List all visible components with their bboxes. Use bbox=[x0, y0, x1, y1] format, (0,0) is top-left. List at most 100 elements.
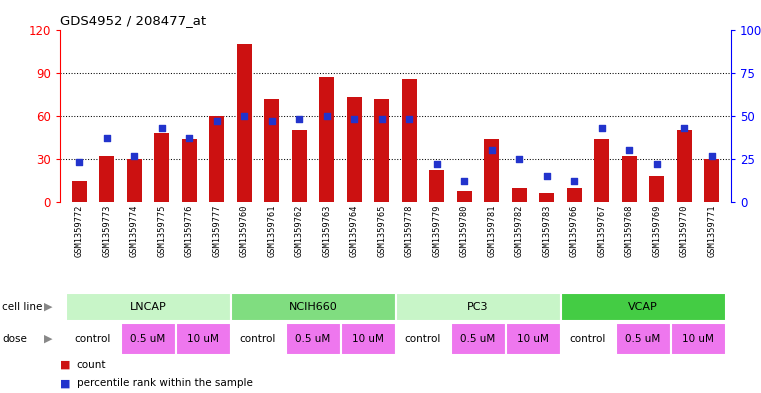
Text: VCAP: VCAP bbox=[628, 302, 658, 312]
Bar bbox=[209, 116, 224, 202]
Point bbox=[651, 161, 663, 167]
Bar bbox=[484, 139, 499, 202]
Bar bbox=[65, 323, 120, 355]
Text: GSM1359783: GSM1359783 bbox=[543, 205, 551, 257]
Point bbox=[568, 178, 581, 184]
Text: 10 uM: 10 uM bbox=[517, 334, 549, 344]
Point bbox=[486, 147, 498, 154]
Text: 0.5 uM: 0.5 uM bbox=[626, 334, 661, 344]
Point bbox=[376, 116, 388, 123]
Text: ▶: ▶ bbox=[44, 334, 53, 344]
Text: GSM1359762: GSM1359762 bbox=[295, 205, 304, 257]
Bar bbox=[616, 323, 670, 355]
Bar bbox=[451, 323, 505, 355]
Text: GSM1359769: GSM1359769 bbox=[652, 205, 661, 257]
Text: GSM1359768: GSM1359768 bbox=[625, 205, 634, 257]
Text: GSM1359780: GSM1359780 bbox=[460, 205, 469, 257]
Bar bbox=[72, 180, 87, 202]
Point bbox=[183, 135, 196, 141]
Bar bbox=[670, 323, 725, 355]
Bar bbox=[374, 99, 390, 202]
Bar bbox=[429, 171, 444, 202]
Text: GSM1359779: GSM1359779 bbox=[432, 205, 441, 257]
Text: control: control bbox=[570, 334, 607, 344]
Text: GSM1359773: GSM1359773 bbox=[102, 205, 111, 257]
Bar bbox=[677, 130, 692, 202]
Text: 10 uM: 10 uM bbox=[682, 334, 714, 344]
Point bbox=[596, 125, 608, 131]
Point bbox=[403, 116, 416, 123]
Text: PC3: PC3 bbox=[467, 302, 489, 312]
Text: ▶: ▶ bbox=[44, 302, 53, 312]
Text: GSM1359761: GSM1359761 bbox=[267, 205, 276, 257]
Text: count: count bbox=[77, 360, 107, 369]
Bar bbox=[511, 188, 527, 202]
Text: GSM1359774: GSM1359774 bbox=[129, 205, 139, 257]
Bar bbox=[396, 293, 561, 321]
Point bbox=[540, 173, 552, 179]
Text: ■: ■ bbox=[60, 378, 71, 389]
Bar bbox=[402, 79, 417, 202]
Point bbox=[349, 116, 361, 123]
Point bbox=[431, 161, 443, 167]
Text: GSM1359772: GSM1359772 bbox=[75, 205, 84, 257]
Text: GSM1359770: GSM1359770 bbox=[680, 205, 689, 257]
Bar bbox=[347, 97, 361, 202]
Bar bbox=[649, 176, 664, 202]
Text: ■: ■ bbox=[60, 360, 71, 369]
Bar bbox=[99, 156, 114, 202]
Bar bbox=[567, 188, 582, 202]
Bar bbox=[396, 323, 451, 355]
Bar bbox=[457, 191, 472, 202]
Bar bbox=[622, 156, 637, 202]
Bar bbox=[182, 139, 197, 202]
Bar bbox=[319, 77, 334, 202]
Bar bbox=[154, 133, 169, 202]
Text: GDS4952 / 208477_at: GDS4952 / 208477_at bbox=[60, 14, 206, 27]
Point bbox=[266, 118, 278, 124]
Text: 10 uM: 10 uM bbox=[187, 334, 219, 344]
Point bbox=[623, 147, 635, 154]
Text: GSM1359777: GSM1359777 bbox=[212, 205, 221, 257]
Text: dose: dose bbox=[2, 334, 27, 344]
Text: GSM1359782: GSM1359782 bbox=[514, 205, 524, 257]
Text: GSM1359763: GSM1359763 bbox=[322, 205, 331, 257]
Bar bbox=[561, 323, 616, 355]
Bar bbox=[291, 130, 307, 202]
Text: GSM1359776: GSM1359776 bbox=[185, 205, 194, 257]
Bar bbox=[126, 159, 142, 202]
Bar bbox=[340, 323, 396, 355]
Text: GSM1359771: GSM1359771 bbox=[707, 205, 716, 257]
Text: GSM1359767: GSM1359767 bbox=[597, 205, 607, 257]
Bar bbox=[231, 293, 396, 321]
Bar bbox=[594, 139, 610, 202]
Text: NCIH660: NCIH660 bbox=[288, 302, 337, 312]
Point bbox=[678, 125, 690, 131]
Bar bbox=[120, 323, 176, 355]
Text: 0.5 uM: 0.5 uM bbox=[295, 334, 330, 344]
Text: GSM1359775: GSM1359775 bbox=[158, 205, 166, 257]
Text: control: control bbox=[240, 334, 276, 344]
Text: control: control bbox=[75, 334, 111, 344]
Bar bbox=[285, 323, 340, 355]
Text: GSM1359766: GSM1359766 bbox=[570, 205, 579, 257]
Text: LNCAP: LNCAP bbox=[129, 302, 167, 312]
Point bbox=[156, 125, 168, 131]
Bar bbox=[264, 99, 279, 202]
Text: 0.5 uM: 0.5 uM bbox=[460, 334, 495, 344]
Bar bbox=[237, 44, 252, 202]
Text: percentile rank within the sample: percentile rank within the sample bbox=[77, 378, 253, 389]
Text: control: control bbox=[405, 334, 441, 344]
Text: 10 uM: 10 uM bbox=[352, 334, 384, 344]
Point bbox=[100, 135, 113, 141]
Point bbox=[211, 118, 223, 124]
Text: GSM1359778: GSM1359778 bbox=[405, 205, 414, 257]
Text: 0.5 uM: 0.5 uM bbox=[130, 334, 166, 344]
Text: GSM1359781: GSM1359781 bbox=[487, 205, 496, 257]
Point bbox=[128, 152, 140, 159]
Point bbox=[320, 113, 333, 119]
Point bbox=[458, 178, 470, 184]
Bar bbox=[561, 293, 725, 321]
Bar bbox=[540, 193, 554, 202]
Text: GSM1359760: GSM1359760 bbox=[240, 205, 249, 257]
